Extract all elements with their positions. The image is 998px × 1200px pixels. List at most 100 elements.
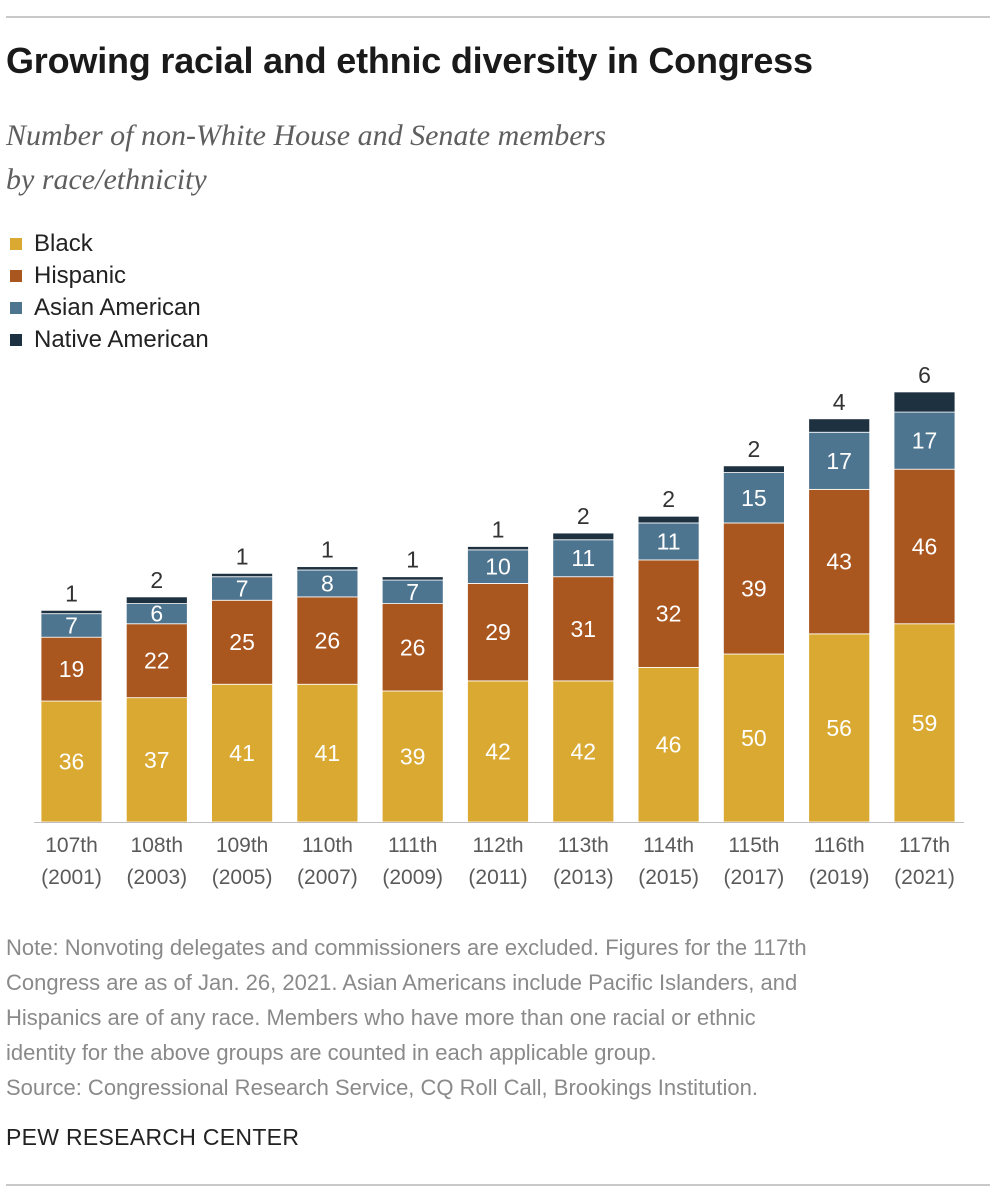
data-label-asian-american: 11	[571, 545, 595, 571]
data-label-asian-american: 7	[65, 612, 78, 638]
data-label-hispanic: 32	[656, 601, 682, 627]
data-label-native-american: 1	[406, 547, 419, 573]
data-label-hispanic: 22	[144, 648, 170, 674]
legend-label-hispanic: Hispanic	[34, 262, 127, 289]
bar-segment-black	[552, 680, 615, 823]
data-label-native-american: 6	[918, 362, 931, 388]
bar-segment-black	[637, 667, 700, 823]
bar-segment-native-american	[723, 465, 785, 473]
bar-segment-native-american	[40, 609, 103, 615]
data-label-asian-american: 7	[406, 579, 419, 605]
x-tick-label: 112th	[473, 834, 524, 857]
bar-segment-hispanic	[808, 488, 871, 635]
x-tick-year-label: (2015)	[638, 866, 699, 889]
x-tick-year-label: (2007)	[297, 866, 358, 889]
data-label-hispanic: 46	[912, 533, 938, 559]
bar-segment-native-american	[637, 515, 700, 524]
data-label-hispanic: 19	[59, 656, 85, 682]
data-label-black: 39	[400, 743, 426, 769]
legend-swatch-native-american	[10, 334, 22, 346]
subtitle-line: by race/ethnicity	[6, 163, 207, 196]
data-label-hispanic: 39	[741, 575, 767, 601]
bar-segment-asian-american	[637, 522, 700, 561]
data-label-black: 37	[144, 747, 170, 773]
bar-segment-black	[808, 633, 871, 823]
bar-segment-hispanic	[552, 576, 615, 682]
bar-segment-hispanic	[211, 599, 274, 685]
legend-label-asian-american: Asian American	[34, 294, 201, 321]
bar-segment-native-american	[381, 576, 444, 581]
bar-segment-black	[40, 700, 103, 823]
data-label-black: 59	[912, 710, 938, 736]
data-label-asian-american: 17	[826, 448, 852, 474]
data-label-black: 50	[741, 725, 767, 751]
data-label-hispanic: 29	[485, 619, 511, 645]
data-label-black: 56	[826, 715, 852, 741]
bar-segment-asian-american	[723, 472, 785, 524]
chart-title: Growing racial and ethnic diversity in C…	[6, 40, 813, 81]
bar-segment-asian-american	[893, 411, 956, 470]
bar-segment-black	[211, 683, 274, 823]
data-label-native-american: 2	[748, 436, 761, 462]
bar-segment-black	[467, 680, 529, 823]
x-tick-year-label: (2021)	[894, 866, 955, 889]
data-label-hispanic: 31	[571, 616, 597, 642]
brand-label: PEW RESEARCH CENTER	[6, 1124, 300, 1150]
bar-segment-asian-american	[296, 569, 359, 598]
x-tick-label: 110th	[302, 834, 353, 857]
data-label-black: 46	[656, 732, 682, 758]
note-line: identity for the above groups are counte…	[6, 1040, 657, 1065]
x-tick-label: 111th	[388, 834, 437, 857]
top-rule	[6, 16, 990, 18]
x-tick-year-label: (2011)	[468, 866, 527, 889]
bar-segment-native-american	[296, 566, 359, 571]
bar-segment-native-american	[467, 546, 529, 551]
data-label-black: 41	[229, 740, 255, 766]
bar-segment-hispanic	[296, 596, 359, 685]
data-label-native-american: 4	[833, 389, 846, 415]
note-line: Congress are as of Jan. 26, 2021. Asian …	[6, 970, 798, 995]
bar-segment-asian-american	[808, 431, 871, 490]
chart-legend: Black Hispanic Asian American Native Ame…	[10, 228, 209, 356]
data-label-hispanic: 25	[229, 629, 255, 655]
bar-segment-black	[296, 683, 359, 823]
data-label-asian-american: 15	[741, 485, 767, 511]
legend-swatch-asian-american	[10, 302, 22, 314]
data-label-native-american: 2	[577, 503, 590, 529]
chart-subtitle: Number of non-White House and Senate mem…	[6, 114, 806, 202]
x-tick-label: 109th	[216, 834, 269, 857]
data-label-hispanic: 26	[400, 634, 426, 660]
data-label-asian-american: 11	[657, 528, 681, 554]
bar-segment-hispanic	[125, 623, 188, 699]
x-tick-year-label: (2003)	[126, 866, 187, 889]
data-label-asian-american: 7	[236, 575, 249, 601]
x-tick-year-label: (2005)	[212, 866, 273, 889]
bar-segment-native-american	[211, 572, 274, 578]
data-label-black: 42	[485, 738, 511, 764]
data-label-asian-american: 8	[321, 570, 334, 596]
data-label-native-american: 1	[236, 543, 249, 569]
data-label-native-american: 1	[321, 537, 334, 563]
x-tick-label: 113th	[558, 834, 609, 857]
x-tick-label: 115th	[728, 834, 779, 857]
x-tick-year-label: (2019)	[809, 866, 870, 889]
note-line: Note: Nonvoting delegates and commission…	[6, 935, 807, 960]
x-tick-label: 117th	[899, 834, 950, 857]
data-label-native-american: 2	[662, 486, 675, 512]
bar-segment-asian-american	[467, 549, 529, 584]
legend-item-black: Black	[10, 228, 209, 260]
x-tick-year-label: (2013)	[553, 866, 614, 889]
data-label-asian-american: 17	[912, 428, 938, 454]
x-tick-year-label: (2009)	[382, 866, 443, 889]
x-tick-year-label: (2017)	[724, 866, 785, 889]
bar-segment-black	[723, 653, 785, 823]
x-tick-label: 107th	[45, 834, 98, 857]
x-tick-label: 108th	[131, 834, 184, 857]
legend-item-asian-american: Asian American	[10, 292, 209, 324]
x-tick-label: 114th	[643, 834, 694, 857]
bar-segment-asian-american	[552, 539, 615, 578]
bar-segment-hispanic	[637, 559, 700, 668]
data-label-native-american: 1	[492, 516, 505, 542]
bar-segment-hispanic	[381, 603, 444, 692]
legend-swatch-black	[10, 238, 22, 250]
